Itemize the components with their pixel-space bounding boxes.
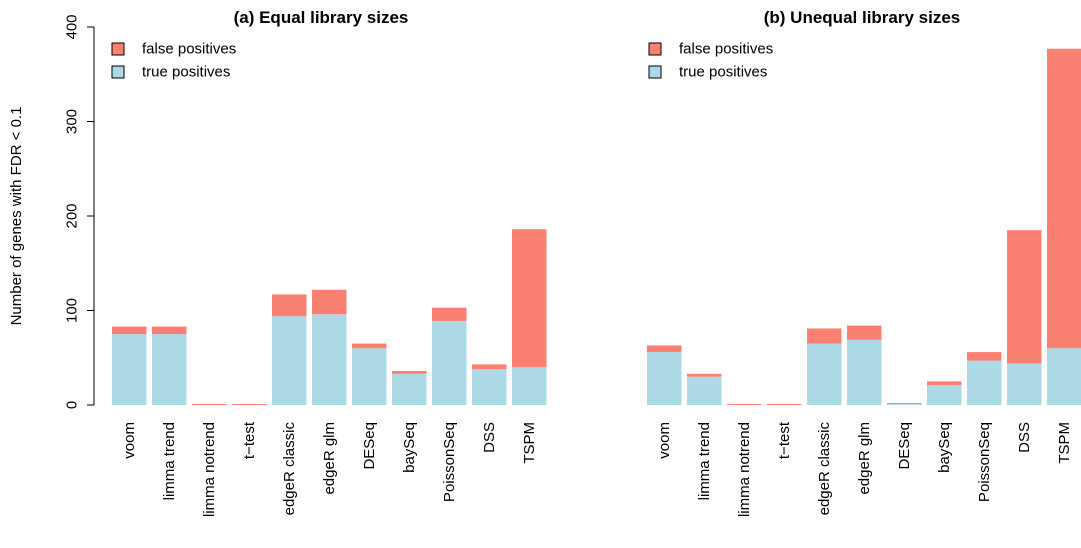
- y-tick-label: 0: [64, 401, 81, 409]
- bar-false-positives: [767, 404, 802, 406]
- bar-false-positives: [272, 294, 307, 317]
- panel-a-bars: voom limma trend limma notrend t−test edgeR …: [111, 41, 547, 517]
- bar-false-positives: [687, 373, 722, 377]
- bar-true-positives: [887, 404, 922, 405]
- panel-a-title: (a) Equal library sizes: [234, 8, 409, 27]
- x-category-label: limma notrend: [736, 422, 753, 517]
- y-axis: 0 100 200 300 400: [64, 14, 95, 409]
- x-category-label: DESeq: [361, 422, 378, 470]
- bar-true-positives: [352, 348, 387, 405]
- bar-false-positives: [727, 404, 762, 406]
- x-category-label: edgeR glm: [856, 422, 873, 495]
- x-category-label: baySeq: [401, 422, 418, 473]
- bar-false-positives: [352, 343, 387, 349]
- bar-true-positives: [112, 334, 147, 405]
- bar-false-positives: [887, 403, 922, 405]
- legend-label: false positives: [142, 41, 236, 58]
- x-category-label: TSPM: [1056, 422, 1073, 464]
- y-tick-label: 100: [64, 298, 81, 323]
- legend-swatch: [111, 42, 125, 56]
- x-category-label: TSPM: [521, 422, 538, 464]
- bar-false-positives: [927, 381, 962, 386]
- bar-false-positives: [967, 352, 1002, 361]
- x-category-label: limma trend: [696, 422, 713, 500]
- legend-swatch: [648, 65, 662, 79]
- bar-true-positives: [927, 385, 962, 405]
- y-tick-label: 300: [64, 109, 81, 134]
- legend-swatch: [111, 65, 125, 79]
- bar-false-positives: [1047, 48, 1081, 349]
- legend-label: false positives: [679, 41, 773, 58]
- x-category-label: t−test: [241, 421, 258, 459]
- bar-true-positives: [807, 343, 842, 405]
- x-category-label: DSS: [1016, 422, 1033, 453]
- bar-false-positives: [192, 404, 227, 406]
- bar-false-positives: [847, 325, 882, 340]
- bar-true-positives: [967, 360, 1002, 405]
- y-tick-label: 200: [64, 203, 81, 228]
- legend-label: true positives: [679, 64, 767, 81]
- bar-false-positives: [647, 345, 682, 353]
- bar-false-positives: [432, 307, 467, 321]
- bar-true-positives: [432, 320, 467, 405]
- x-category-label: edgeR glm: [321, 422, 338, 495]
- bar-false-positives: [232, 404, 267, 406]
- bar-true-positives: [392, 373, 427, 405]
- y-tick-label: 400: [64, 14, 81, 39]
- x-category-label: edgeR classic: [816, 422, 833, 516]
- bar-true-positives: [272, 316, 307, 405]
- x-category-label: DESeq: [896, 422, 913, 470]
- bar-false-positives: [152, 326, 187, 335]
- x-category-label: baySeq: [936, 422, 953, 473]
- legend-swatch: [648, 42, 662, 56]
- bar-true-positives: [847, 339, 882, 405]
- bar-true-positives: [512, 367, 547, 405]
- x-category-label: edgeR classic: [281, 422, 298, 516]
- panel-b-bars: voom limma trend limma notrend t−test edgeR …: [647, 41, 1081, 517]
- legend-label: true positives: [142, 64, 230, 81]
- bar-false-positives: [392, 370, 427, 374]
- bar-false-positives: [112, 326, 147, 335]
- x-category-label: PoissonSeq: [976, 422, 993, 502]
- x-category-label: limma notrend: [201, 422, 218, 517]
- bar-true-positives: [1047, 348, 1081, 405]
- bar-false-positives: [512, 229, 547, 368]
- x-category-label: DSS: [481, 422, 498, 453]
- bar-false-positives: [472, 364, 507, 370]
- bar-true-positives: [687, 376, 722, 405]
- y-axis-label: Number of genes with FDR < 0.1: [8, 107, 25, 326]
- bar-true-positives: [312, 314, 347, 405]
- bar-false-positives: [312, 289, 347, 315]
- x-category-label: voom: [121, 422, 138, 459]
- bar-false-positives: [1007, 230, 1042, 364]
- bar-true-positives: [647, 352, 682, 405]
- bar-true-positives: [472, 369, 507, 405]
- x-category-label: voom: [656, 422, 673, 459]
- bar-false-positives: [807, 328, 842, 344]
- bar-true-positives: [1007, 363, 1042, 405]
- panel-b-title: (b) Unequal library sizes: [764, 8, 961, 27]
- x-category-label: t−test: [776, 421, 793, 459]
- x-category-label: limma trend: [161, 422, 178, 500]
- x-category-label: PoissonSeq: [441, 422, 458, 502]
- bar-true-positives: [152, 334, 187, 405]
